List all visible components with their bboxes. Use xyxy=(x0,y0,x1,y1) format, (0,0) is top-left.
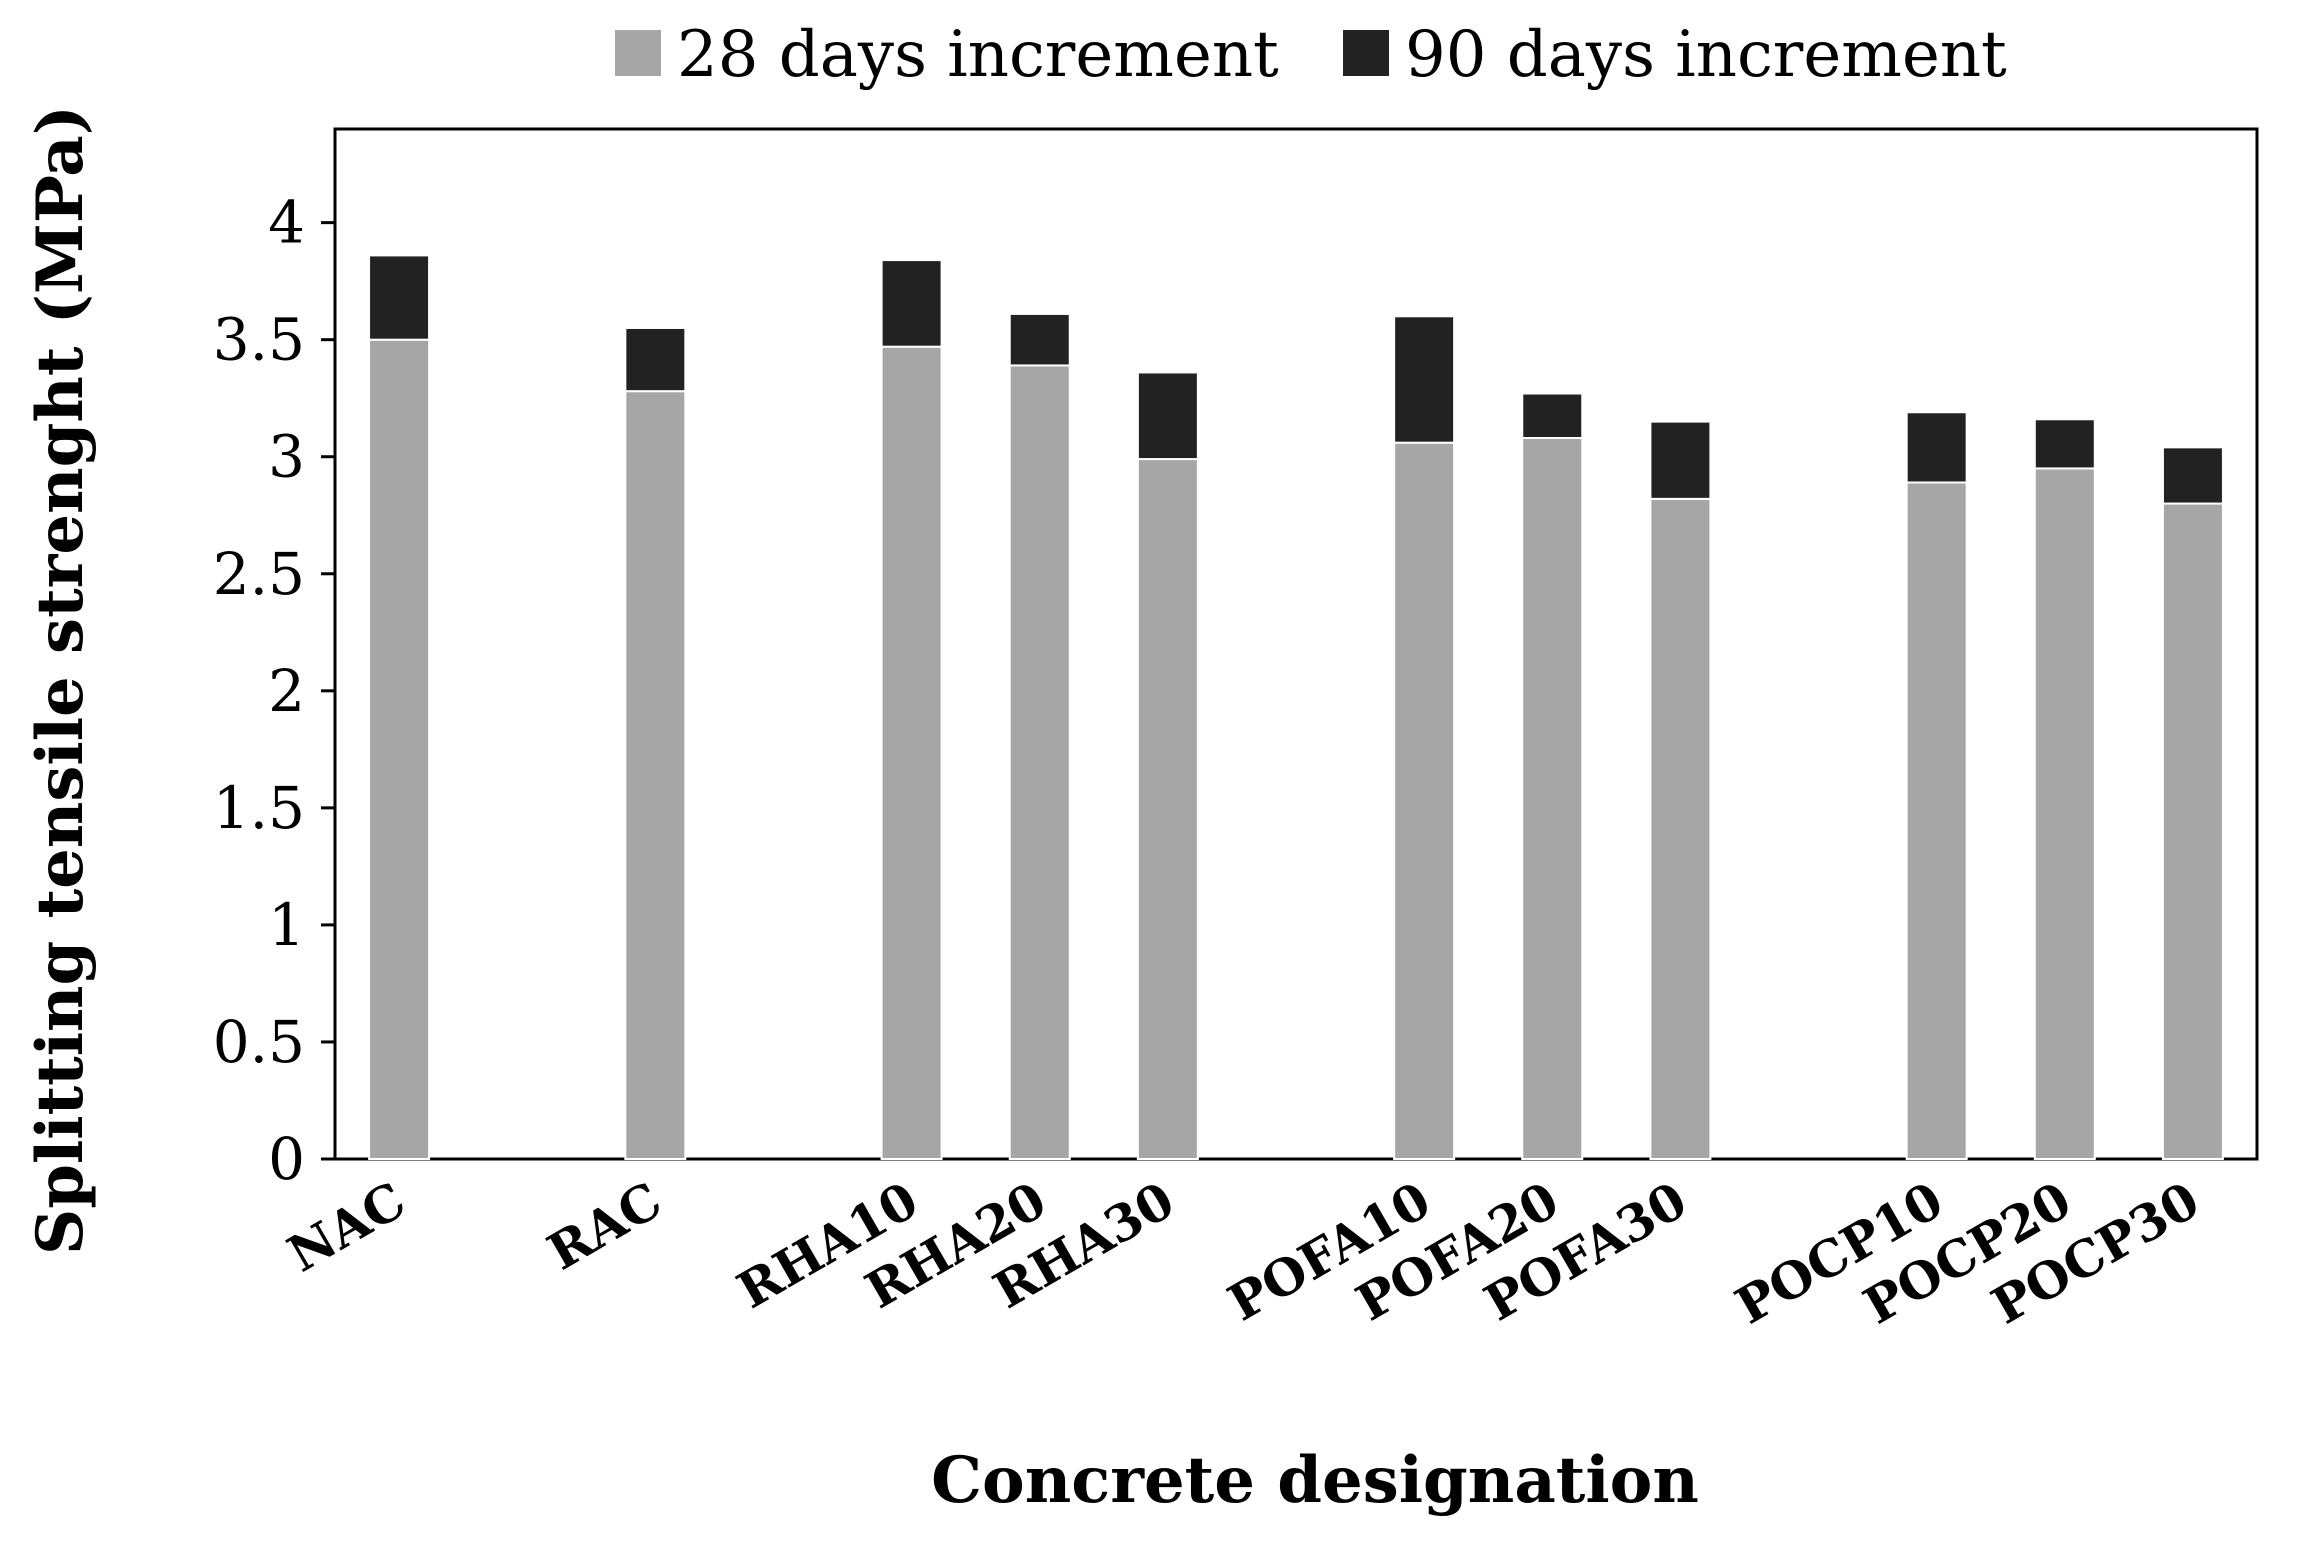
bar-rha30-90-days-increment xyxy=(1136,371,1199,461)
x-axis-title: Concrete designation xyxy=(931,1443,1699,1518)
legend-label-90-days: 90 days increment xyxy=(1405,18,2007,92)
bar-pocp30-90-days-increment xyxy=(2161,446,2224,505)
bar-nac-90-days-increment xyxy=(368,254,431,341)
y-tick-label: 3.5 xyxy=(213,306,305,374)
bar-pocp20-28-days-increment xyxy=(2033,467,2096,1160)
bar-pofa30-90-days-increment xyxy=(1649,420,1712,500)
bar-pofa20-28-days-increment xyxy=(1521,437,1584,1160)
legend-swatch-28-days xyxy=(615,30,661,76)
bar-nac-28-days-increment xyxy=(368,338,431,1160)
bar-rha10-90-days-increment xyxy=(880,259,943,348)
y-tick-label: 4 xyxy=(268,189,305,257)
bar-pocp20-90-days-increment xyxy=(2033,418,2096,470)
y-tick-label: 0 xyxy=(268,1125,305,1193)
bar-rac-28-days-increment xyxy=(624,390,687,1160)
x-tick-label-rac: RAC xyxy=(538,1170,672,1281)
y-tick-label: 2 xyxy=(268,657,305,725)
y-tick-label: 2.5 xyxy=(213,540,305,608)
bar-pocp30-28-days-increment xyxy=(2161,502,2224,1160)
y-tick-label: 1 xyxy=(268,891,305,959)
y-tick-label: 3 xyxy=(268,423,305,491)
bar-rac-90-days-increment xyxy=(624,326,687,393)
bar-pofa20-90-days-increment xyxy=(1521,392,1584,440)
y-axis-title: Splitting tensile strenght (MPa) xyxy=(23,105,98,1255)
y-axis-ticks: 0 0.5 1 1.5 2 2.5 3 3.5 4 xyxy=(213,189,335,1193)
bar-rha10-28-days-increment xyxy=(880,345,943,1161)
bar-pofa30-28-days-increment xyxy=(1649,497,1712,1160)
legend-label-28-days: 28 days increment xyxy=(677,18,1279,92)
bar-rha30-28-days-increment xyxy=(1136,458,1199,1160)
y-tick-label: 0.5 xyxy=(213,1008,305,1076)
y-tick-label: 1.5 xyxy=(213,774,305,842)
plot-area-frame xyxy=(333,127,2259,1161)
bars xyxy=(368,254,2224,1161)
bar-pofa10-28-days-increment xyxy=(1393,441,1456,1160)
legend: 28 days increment 90 days increment xyxy=(615,18,2007,92)
bar-pocp10-28-days-increment xyxy=(1905,481,1968,1160)
bar-pofa10-90-days-increment xyxy=(1393,315,1456,444)
bar-pocp10-90-days-increment xyxy=(1905,411,1968,484)
legend-swatch-90-days xyxy=(1343,30,1389,76)
bar-rha20-90-days-increment xyxy=(1008,312,1071,367)
bar-rha20-28-days-increment xyxy=(1008,364,1071,1160)
